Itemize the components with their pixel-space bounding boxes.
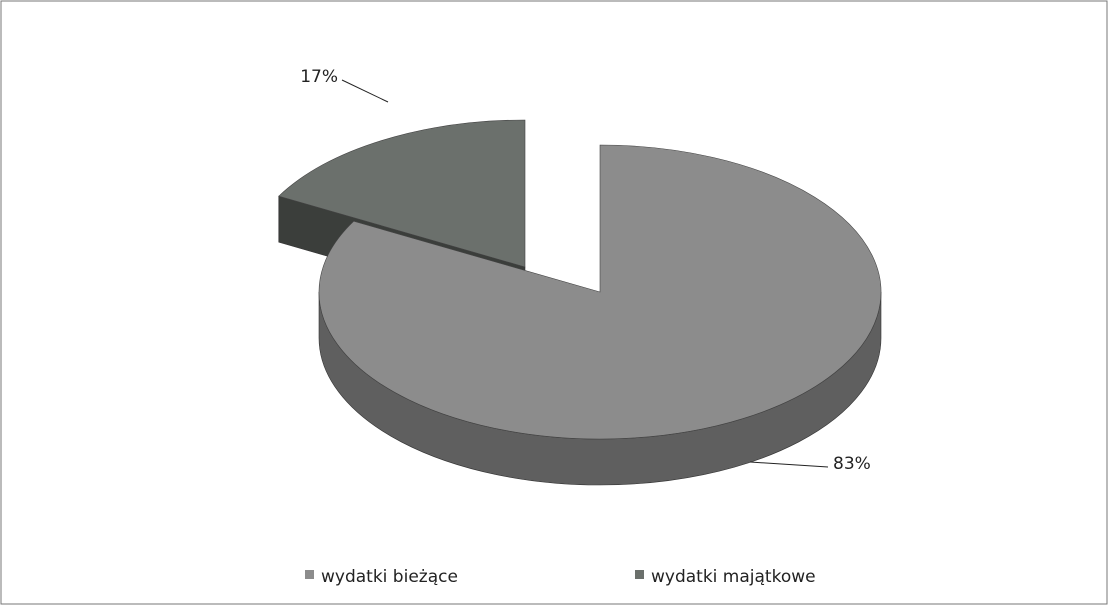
leader-line <box>749 461 829 468</box>
data-label: 17% <box>300 67 338 87</box>
data-label: 83% <box>833 454 871 474</box>
legend-swatch <box>305 570 314 579</box>
leader-line <box>341 79 389 103</box>
slice <box>318 144 882 440</box>
legend-label: wydatki bieżące <box>321 567 458 587</box>
legend-label: wydatki majątkowe <box>651 567 816 587</box>
slice <box>278 119 526 268</box>
legend-swatch <box>635 570 644 579</box>
